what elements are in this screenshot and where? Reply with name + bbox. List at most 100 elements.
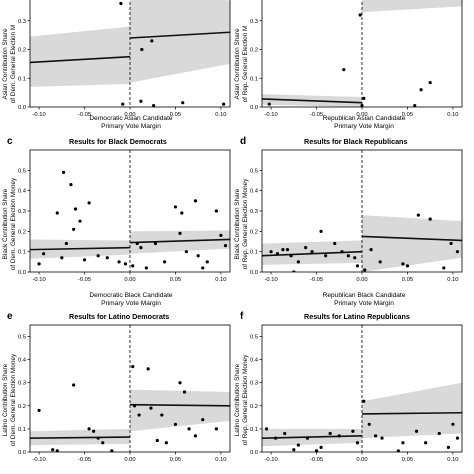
data-point bbox=[304, 246, 308, 250]
ci-band-right bbox=[362, 382, 462, 439]
x-tick-label: 0.10 bbox=[215, 277, 226, 283]
x-axis-label-c-line2: Primary Vote Margin bbox=[101, 300, 161, 307]
fit-line-left bbox=[262, 250, 363, 257]
data-point bbox=[60, 256, 64, 260]
data-point bbox=[362, 399, 366, 403]
y-tick-label: 0.2 bbox=[18, 404, 26, 410]
fit-line-right bbox=[129, 31, 230, 39]
data-point bbox=[428, 80, 432, 85]
data-point bbox=[367, 422, 371, 426]
data-point bbox=[378, 260, 382, 264]
data-point bbox=[363, 268, 367, 272]
data-point bbox=[374, 434, 378, 438]
y-tick-label: 0.2 bbox=[18, 48, 26, 54]
ci-band-right bbox=[130, 389, 230, 432]
data-point bbox=[416, 213, 420, 217]
x-tick-label: 0.05 bbox=[170, 277, 181, 283]
data-point bbox=[360, 103, 364, 107]
data-point bbox=[64, 241, 68, 246]
x-tick-label: 0.10 bbox=[215, 457, 226, 463]
y-tick-label: 0.3 bbox=[18, 381, 26, 387]
data-point bbox=[289, 254, 293, 258]
data-point bbox=[201, 418, 205, 422]
fit-line-left bbox=[30, 436, 131, 439]
data-point bbox=[222, 102, 226, 106]
y-axis-label-f: Latino Contribution Share of Rep. Genera… bbox=[234, 345, 249, 455]
x-tick-label: 0.10 bbox=[447, 457, 458, 463]
data-point bbox=[310, 250, 314, 254]
x-axis-label-a-line2: Primary Vote Margin bbox=[101, 123, 161, 130]
data-point bbox=[351, 429, 355, 433]
data-point bbox=[442, 266, 446, 270]
data-point bbox=[139, 99, 143, 103]
panel-f: -0.10 -0.05 0.00 0.05 0.10 0.0 0.1 0.2 0.3 0.4 0.5 bbox=[250, 324, 463, 463]
data-point bbox=[132, 404, 137, 408]
data-point bbox=[193, 434, 198, 438]
x-axis-label-c-line1: Democratic Black Candidate bbox=[89, 292, 173, 299]
y-tick-label: 0.0 bbox=[18, 270, 26, 276]
data-point bbox=[160, 413, 164, 417]
x-axis-label-a-line1: Democratic Asian Candidate bbox=[89, 115, 173, 122]
x-axis-label-a: Democratic Asian Candidate Primary Vote … bbox=[31, 115, 231, 131]
x-tick-label: -0.05 bbox=[78, 457, 91, 463]
panel-d: -0.10 -0.05 0.00 0.05 0.10 0.0 0.1 0.2 0.3 0.4 0.5 bbox=[250, 149, 463, 283]
data-point bbox=[173, 422, 178, 426]
data-point bbox=[419, 88, 423, 92]
y-axis-label-e-line1: Latino Contribution Share bbox=[2, 363, 9, 437]
data-point bbox=[144, 266, 148, 270]
data-point bbox=[72, 383, 76, 387]
x-tick-label: -0.05 bbox=[310, 457, 323, 463]
x-tick-label: 0.10 bbox=[447, 112, 458, 118]
ci-band-left bbox=[30, 26, 130, 87]
x-tick-label: -0.05 bbox=[78, 112, 91, 118]
data-point bbox=[401, 441, 405, 445]
y-tick-label: 0.4 bbox=[250, 358, 259, 364]
panel-letter-d: d bbox=[240, 136, 247, 147]
y-axis-label-c-line2: of Dem. General Election Money bbox=[9, 177, 17, 271]
data-point bbox=[380, 436, 384, 440]
data-point bbox=[193, 199, 198, 203]
y-axis-label-e: Latino Contribution Share of Dem. Genera… bbox=[2, 345, 17, 455]
y-axis-label-a-line1: Asian Contribution Share bbox=[2, 28, 9, 100]
x-tick-label: 0.00 bbox=[124, 112, 135, 118]
data-point bbox=[55, 211, 59, 215]
data-point bbox=[149, 406, 153, 410]
data-point bbox=[369, 248, 373, 252]
fit-line-left bbox=[30, 55, 131, 64]
data-point bbox=[131, 264, 135, 268]
fit-line-right bbox=[129, 403, 230, 407]
x-tick-label: 0.05 bbox=[170, 457, 181, 463]
x-tick-label: 0.00 bbox=[124, 457, 135, 463]
fit-line-left bbox=[262, 98, 363, 104]
x-axis-label-d: Republican Black Candidate Primary Vote … bbox=[264, 292, 464, 308]
data-point bbox=[296, 443, 300, 447]
ci-band-right bbox=[362, 215, 462, 272]
panel-title-d: Results for Black Republicans bbox=[304, 137, 408, 146]
data-point bbox=[135, 241, 139, 246]
y-tick-label: 0.2 bbox=[250, 48, 258, 54]
y-axis-label-d: Black Contribution Share of Rep. General… bbox=[234, 169, 249, 279]
x-tick-label: 0.10 bbox=[447, 277, 458, 283]
x-tick-label: 0.00 bbox=[356, 457, 367, 463]
data-point bbox=[269, 250, 273, 254]
data-point bbox=[181, 101, 185, 105]
panel-c: -0.10 -0.05 0.00 0.05 0.10 0.0 0.1 0.2 0.3 0.4 0.5 bbox=[18, 149, 231, 283]
y-axis-label-b: Asian Contribution Share of Rep. General… bbox=[234, 9, 249, 119]
panel-letter-f: f bbox=[240, 311, 244, 322]
data-point bbox=[201, 266, 205, 270]
data-point bbox=[337, 434, 341, 438]
ci-band-right bbox=[130, 0, 230, 83]
y-axis-label-c-line1: Black Contribution Share bbox=[2, 188, 9, 260]
x-axis-label-b-line2: Primary Vote Margin bbox=[334, 123, 394, 130]
x-tick-label: 0.05 bbox=[402, 277, 413, 283]
y-tick-label: 0.1 bbox=[18, 76, 26, 82]
data-point bbox=[87, 427, 91, 431]
plot-area-d bbox=[262, 150, 462, 272]
y-tick-label: 0.5 bbox=[18, 168, 26, 174]
y-axis-label-b-line2: of Rep. General Election M bbox=[241, 25, 249, 103]
x-tick-label: -0.10 bbox=[32, 112, 45, 118]
data-point bbox=[283, 431, 287, 436]
data-point bbox=[92, 429, 96, 433]
data-point bbox=[319, 445, 323, 449]
ci-band-right bbox=[362, 0, 462, 13]
